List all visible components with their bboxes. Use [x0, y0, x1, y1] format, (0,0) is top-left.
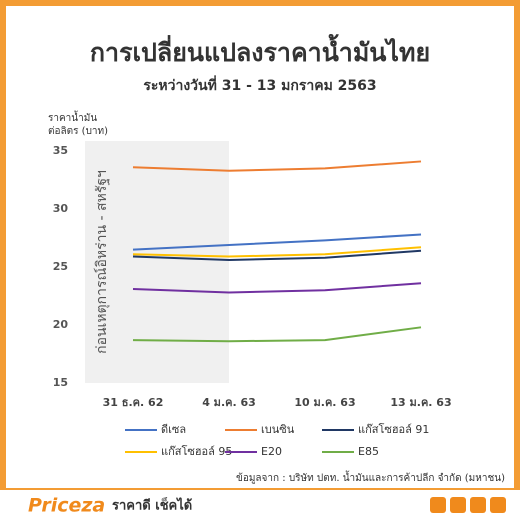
y-tick-label: 20 [53, 318, 69, 331]
slogan: ราคาดี เช็คได้ [112, 496, 192, 514]
y-tick-label: 35 [53, 144, 68, 157]
series-line [132, 246, 422, 258]
x-tick-label: 10 ม.ค. 63 [294, 396, 355, 409]
brand: Priceza [28, 495, 105, 517]
social-icon[interactable] [490, 497, 506, 513]
legend-label: E20 [261, 445, 282, 458]
x-tick-label: 13 ม.ค. 63 [390, 396, 451, 409]
social-icon[interactable] [450, 497, 466, 513]
legend-label: แก๊สโซฮอล์ 91 [358, 422, 429, 436]
social-icon[interactable] [470, 497, 486, 513]
chart-subtitle: ระหว่างวันที่ 31 - 13 มกราคม 2563 [143, 75, 376, 94]
series-line [132, 233, 422, 251]
series-line [132, 282, 422, 294]
annotation: ก่อนเหตุการณ์อิหร่าน - สหรัฐฯ [93, 170, 110, 354]
y-tick-label: 25 [53, 260, 68, 273]
shaded-region [85, 141, 229, 383]
y-axis-label: ราคาน้ำมัน [48, 110, 97, 124]
y-tick-label: 30 [53, 202, 69, 215]
legend-label: E85 [358, 445, 379, 458]
series-line [132, 160, 422, 172]
social-icon[interactable] [430, 497, 446, 513]
y-tick-label: 15 [53, 376, 68, 389]
legend-label: เบนซิน [261, 423, 295, 436]
source-note: ข้อมูลจาก : บริษัท ปตท. น้ำมันและการค้าป… [236, 470, 505, 484]
series-line [132, 249, 422, 262]
y-axis-label: ต่อลิตร (บาท) [48, 126, 108, 137]
legend-label: ดีเซล [161, 423, 186, 436]
x-tick-label: 4 ม.ค. 63 [202, 396, 256, 409]
x-tick-label: 31 ธ.ค. 62 [103, 396, 164, 409]
legend-label: แก๊สโซฮอล์ 95 [161, 444, 232, 458]
series-line [132, 326, 422, 343]
chart-title: การเปลี่ยนแปลงราคาน้ำมันไทย [90, 33, 430, 67]
